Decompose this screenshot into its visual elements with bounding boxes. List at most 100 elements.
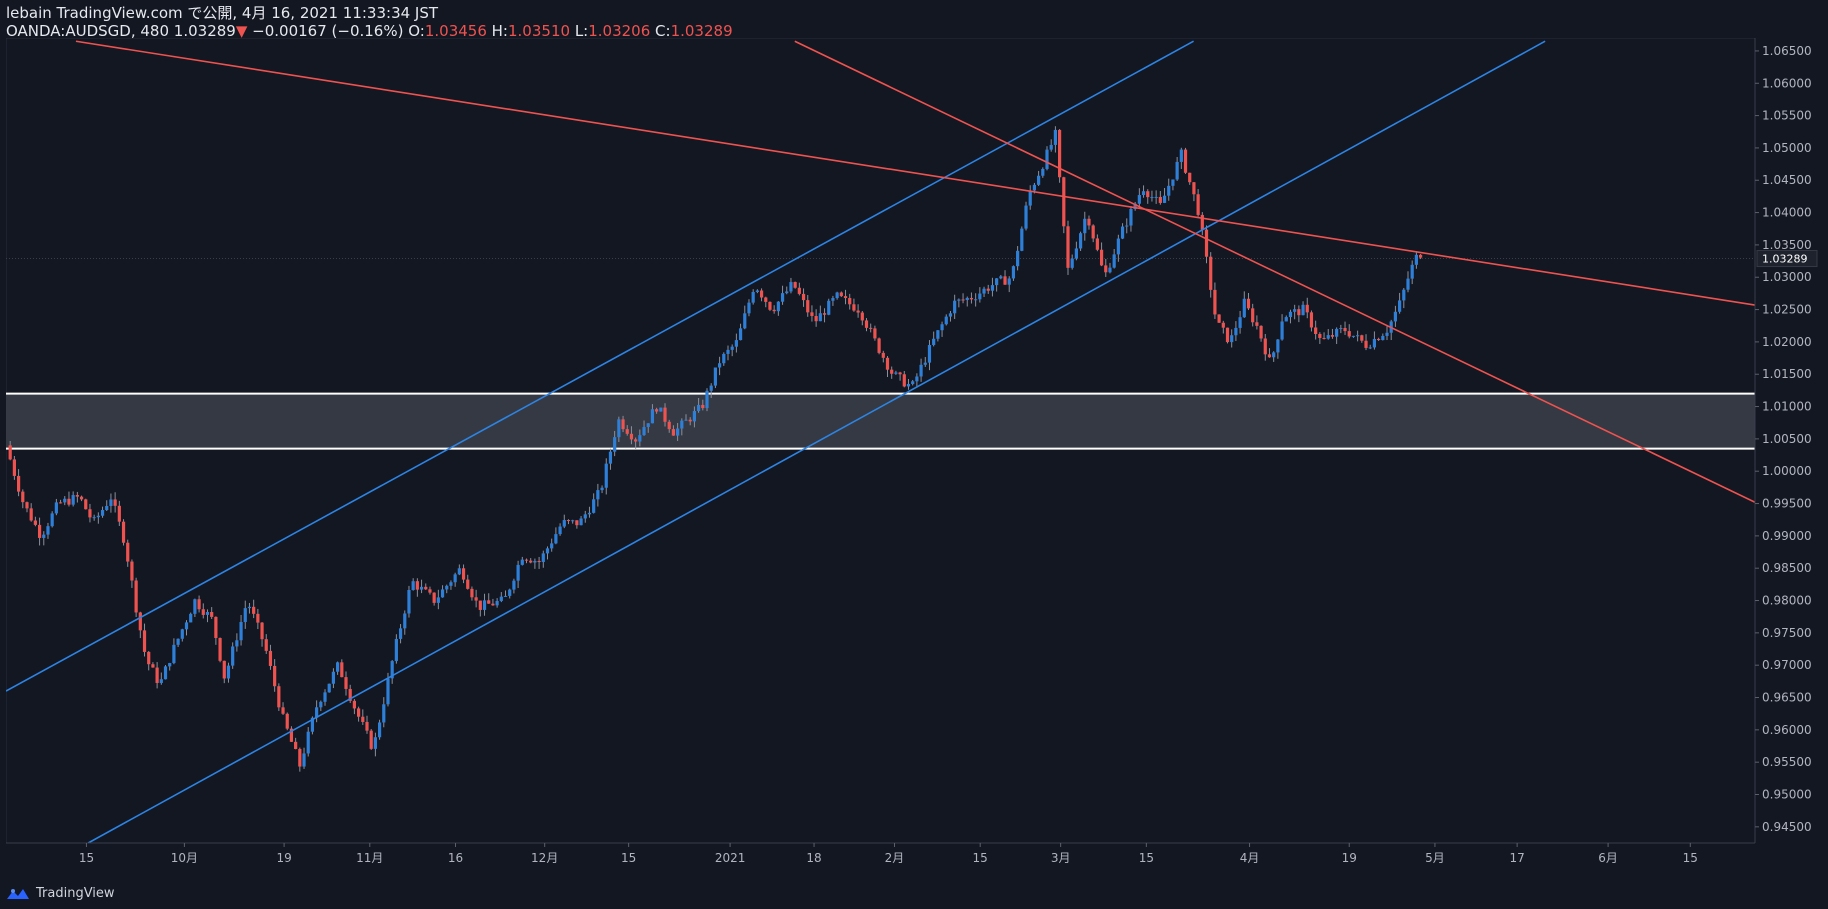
candle (1091, 224, 1095, 243)
candle-body (117, 505, 121, 522)
candle (818, 305, 822, 322)
candles (8, 126, 1423, 772)
candle-body (260, 622, 264, 640)
lower-channel-line (87, 40, 1546, 843)
candle-body (1272, 352, 1276, 358)
candle-body (92, 517, 96, 519)
candle (1162, 188, 1167, 204)
candle (537, 556, 541, 569)
candle (411, 578, 415, 591)
candle (319, 700, 323, 712)
candle-body (982, 288, 986, 294)
candle (1011, 265, 1016, 281)
candle (608, 448, 613, 470)
candle (281, 702, 285, 715)
candle (8, 440, 12, 461)
candle (655, 407, 659, 414)
candle-body (268, 650, 273, 666)
candle-body (1074, 248, 1078, 259)
candle (193, 598, 197, 617)
candle (92, 514, 96, 521)
candle (617, 416, 621, 443)
candle (1381, 333, 1385, 341)
candle (625, 425, 629, 436)
candle-body (499, 596, 503, 601)
candle (440, 585, 445, 598)
candle-body (457, 568, 461, 575)
candle (1372, 331, 1377, 350)
candle-body (407, 589, 411, 614)
candle-body (638, 435, 642, 442)
candle-body (768, 301, 772, 310)
candle-body (168, 663, 172, 667)
candle-body (495, 600, 499, 606)
price-tick-label: 1.02500 (1762, 303, 1812, 317)
candle-body (1179, 149, 1183, 162)
candle (176, 638, 180, 648)
candle-body (1011, 266, 1016, 279)
candle (1293, 304, 1297, 320)
candle (1196, 189, 1200, 217)
candle-body (256, 613, 260, 623)
candle (1356, 330, 1360, 342)
candle-body (902, 374, 906, 387)
candle (1230, 329, 1234, 348)
candle-body (843, 296, 848, 299)
candle-body (1293, 309, 1297, 312)
candle (33, 516, 37, 527)
candle-body (566, 520, 571, 522)
candle-body (1150, 197, 1154, 199)
candle (1272, 351, 1276, 362)
candle-body (180, 629, 184, 639)
candle-body (1297, 309, 1301, 316)
candle-body (96, 515, 100, 518)
candle (881, 350, 885, 363)
candle (323, 689, 327, 706)
candle-body (923, 362, 927, 365)
candle (1314, 320, 1318, 340)
candle-body (298, 749, 302, 767)
candle (197, 595, 201, 613)
candle (885, 356, 890, 377)
candle-body (508, 589, 512, 596)
candle-body (1288, 311, 1293, 318)
candle-body (646, 423, 650, 428)
candle (1192, 182, 1196, 202)
candle-body (1372, 338, 1377, 348)
candle-body (8, 445, 12, 460)
candle-body (138, 612, 142, 631)
candle-body (411, 581, 415, 590)
candle (403, 610, 407, 635)
price-tick-label: 0.95500 (1762, 755, 1812, 769)
price-tick-label: 1.05500 (1762, 109, 1812, 123)
candle-body (25, 502, 29, 509)
candle (298, 747, 302, 772)
candle (738, 323, 743, 341)
candle-body (218, 638, 222, 661)
price-tick-label: 0.96000 (1762, 723, 1812, 737)
candle (252, 599, 256, 619)
candle-body (864, 320, 869, 328)
candle-body (1280, 321, 1284, 340)
candle (533, 558, 537, 569)
upper-channel-line (6, 40, 1194, 692)
candle (927, 340, 932, 371)
candle (315, 700, 319, 723)
candle (1288, 309, 1293, 324)
candle (243, 600, 247, 629)
candle-body (772, 309, 776, 312)
price-change: −0.00167 (−0.16%) (252, 22, 404, 40)
candle (936, 330, 940, 342)
candle-body (369, 730, 373, 749)
time-tick-label: 15 (1683, 851, 1698, 865)
candle (1057, 129, 1062, 183)
candle (835, 291, 839, 300)
close-value: 1.03289 (670, 22, 733, 40)
candle-body (520, 559, 524, 565)
candle-body (1347, 331, 1351, 337)
candle-body (1146, 191, 1150, 198)
candle-body (1095, 238, 1099, 250)
candle-body (398, 628, 403, 639)
footer-brand[interactable]: TradingView (6, 886, 115, 901)
